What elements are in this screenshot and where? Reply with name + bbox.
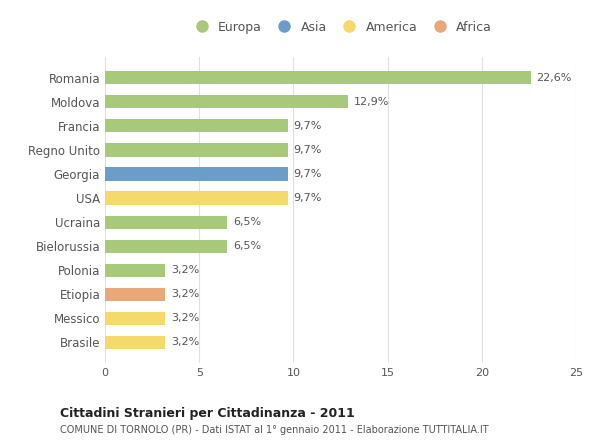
Bar: [105, 216, 227, 229]
Legend: Europa, Asia, America, Africa: Europa, Asia, America, Africa: [189, 21, 492, 33]
Bar: [105, 288, 165, 301]
Bar: [105, 336, 165, 349]
Text: 12,9%: 12,9%: [353, 97, 389, 107]
Bar: [105, 264, 165, 277]
Text: 22,6%: 22,6%: [536, 73, 572, 83]
Text: 9,7%: 9,7%: [293, 145, 322, 155]
Text: 3,2%: 3,2%: [171, 290, 199, 299]
Bar: [105, 143, 288, 157]
Text: 6,5%: 6,5%: [233, 217, 261, 227]
Text: 9,7%: 9,7%: [293, 193, 322, 203]
Text: 3,2%: 3,2%: [171, 313, 199, 323]
Text: 9,7%: 9,7%: [293, 121, 322, 131]
Bar: [105, 119, 288, 132]
Bar: [105, 240, 227, 253]
Text: 9,7%: 9,7%: [293, 169, 322, 179]
Text: 3,2%: 3,2%: [171, 337, 199, 348]
Text: 6,5%: 6,5%: [233, 241, 261, 251]
Text: 3,2%: 3,2%: [171, 265, 199, 275]
Text: COMUNE DI TORNOLO (PR) - Dati ISTAT al 1° gennaio 2011 - Elaborazione TUTTITALIA: COMUNE DI TORNOLO (PR) - Dati ISTAT al 1…: [60, 425, 488, 436]
Text: Cittadini Stranieri per Cittadinanza - 2011: Cittadini Stranieri per Cittadinanza - 2…: [60, 407, 355, 420]
Bar: [105, 95, 348, 108]
Bar: [105, 312, 165, 325]
Bar: [105, 191, 288, 205]
Bar: [105, 167, 288, 180]
Bar: [105, 71, 531, 84]
